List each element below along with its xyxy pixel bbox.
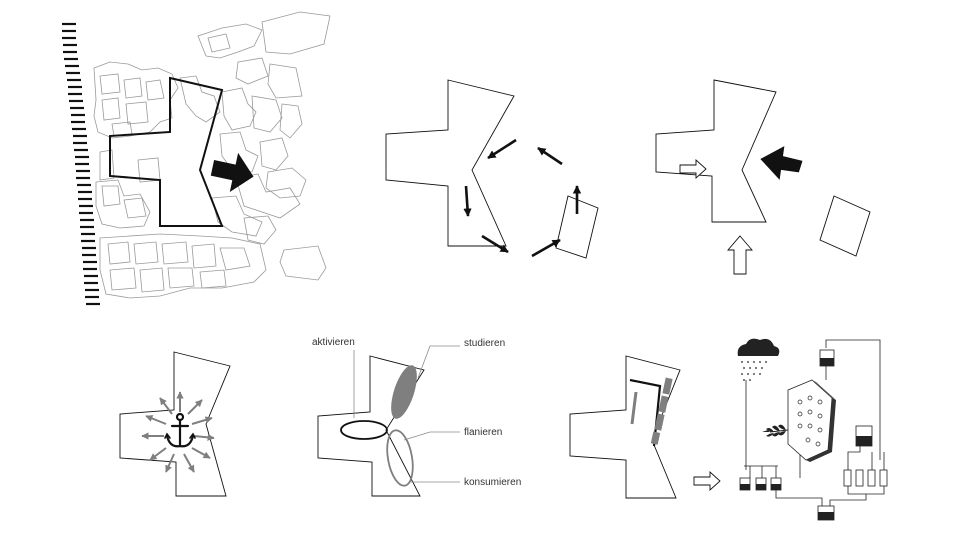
railway-track [62, 22, 100, 306]
facade-panel [569, 355, 681, 499]
side-entry-arrow [679, 158, 707, 180]
circulation-panel [385, 79, 599, 259]
label-konsumieren: konsumieren [464, 477, 522, 488]
building-outline-3 [655, 79, 777, 223]
water-tank-icon [739, 349, 873, 521]
radiating-arrows [141, 391, 215, 473]
consume-zone [386, 429, 414, 487]
filter-units [843, 469, 888, 487]
anchor-panel [119, 351, 231, 497]
water-system-panel [737, 338, 888, 521]
orientation-arrow [210, 152, 254, 192]
study-zone [391, 365, 417, 419]
label-leaders [353, 345, 460, 483]
pavilion-outline-2 [555, 195, 599, 259]
building-outline-4 [119, 351, 231, 497]
facade-panels [650, 377, 673, 445]
access-panel [655, 79, 871, 275]
building-outline-2 [385, 79, 515, 247]
site-plan-panel [62, 11, 331, 306]
surrounding-buildings [93, 11, 331, 299]
site-outline [109, 76, 224, 227]
building-outline-6 [569, 355, 681, 499]
rain-cloud-icon [737, 338, 780, 381]
activate-zone [340, 420, 388, 440]
anchor-icon [164, 412, 196, 448]
main-entry-arrow [760, 146, 803, 180]
label-studieren: studieren [464, 338, 506, 349]
gray-strip [630, 391, 638, 425]
south-entry-arrow [727, 235, 753, 275]
leaf-icon [762, 424, 789, 437]
program-panel [317, 345, 460, 497]
solar-panel-icon [787, 379, 836, 462]
label-aktivieren: aktivieren [312, 337, 355, 348]
label-flanieren: flanieren [464, 427, 503, 438]
pavilion-outline-3 [819, 195, 871, 257]
transition-arrow [693, 470, 721, 492]
circulation-arrows [463, 138, 582, 258]
